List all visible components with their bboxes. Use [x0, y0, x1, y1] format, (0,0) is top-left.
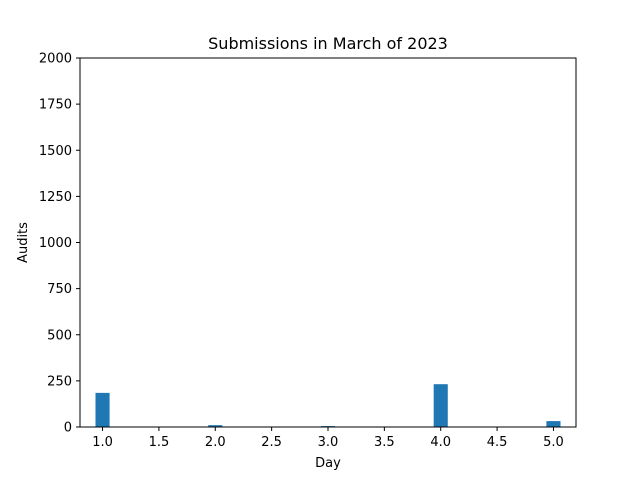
x-tick-label: 3.0	[318, 435, 339, 450]
y-axis-ticks: 0 250 500 750 1000 1250 1500 1750 2000	[39, 52, 80, 436]
bar-day-1	[95, 392, 110, 427]
x-tick-label: 1.5	[149, 435, 170, 450]
y-tick-label: 500	[47, 328, 72, 343]
y-tick-label: 1250	[39, 190, 72, 205]
bar-day-2	[208, 425, 223, 427]
x-tick-label: 3.5	[374, 435, 395, 450]
y-tick-label: 2000	[39, 52, 72, 67]
x-tick-label: 4.0	[430, 435, 451, 450]
x-tick-label: 2.5	[261, 435, 282, 450]
x-tick-label: 2.0	[205, 435, 226, 450]
bar-day-5	[546, 421, 561, 427]
plot-frame	[79, 57, 577, 428]
x-tick-label: 5.0	[543, 435, 564, 450]
y-tick-label: 1500	[39, 144, 72, 159]
y-tick-label: 1000	[39, 236, 72, 251]
chart-title: Submissions in March of 2023	[208, 34, 448, 53]
y-tick-label: 0	[64, 421, 72, 436]
x-tick-label: 1.0	[92, 435, 113, 450]
y-tick-label: 1750	[39, 98, 72, 113]
bar-day-4	[433, 384, 448, 427]
y-tick-label: 250	[47, 374, 72, 389]
y-tick-label: 750	[47, 282, 72, 297]
y-axis-label: Audits	[16, 222, 31, 263]
x-axis-label: Day	[315, 456, 341, 471]
x-tick-label: 4.5	[487, 435, 508, 450]
x-axis-ticks: 1.0 1.5 2.0 2.5 3.0 3.5 4.0 4.5 5.0	[92, 427, 564, 450]
